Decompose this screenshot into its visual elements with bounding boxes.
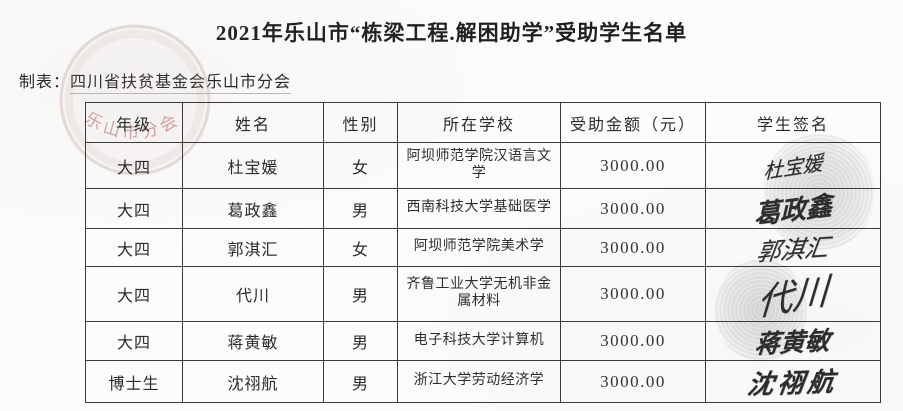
table-row: 大四 杜宝媛 女 阿坝师范学院汉语言文学 3000.00 杜宝媛 [85,142,881,189]
amount-cell: 3000.00 [560,321,706,361]
name-cell: 沈祤航 [182,360,324,403]
header-amount: 受助金额（元） [560,102,706,143]
handwritten-signature: 葛政鑫 [754,191,833,231]
grade-cell: 大四 [85,142,183,189]
handwritten-signature: 蒋黄敏 [754,325,832,360]
school-cell: 阿坝师范学院汉语言文学 [397,142,561,189]
school-cell: 阿坝师范学院美术学 [397,228,561,267]
gender-cell: 女 [323,228,398,267]
table-row: 大四 代川 男 齐鲁工业大学无机非金属材料 3000.00 代川 [85,266,881,325]
grade-cell: 大四 [85,321,183,361]
school-cell: 电子科技大学计算机 [397,321,561,361]
name-cell: 郭淇汇 [182,228,324,267]
signature-cell: 杜宝媛 [705,142,881,189]
signature-cell: 沈祤航 [705,360,881,403]
amount-cell: 3000.00 [560,228,706,267]
school-cell: 西南科技大学基础医学 [397,188,561,229]
amount-cell: 3000.00 [560,360,706,403]
gender-cell: 男 [323,188,398,229]
prepared-by-label: 制表： [19,74,71,91]
gender-cell: 男 [323,360,398,403]
amount-cell: 3000.00 [560,142,706,189]
handwritten-signature: 代川 [755,270,830,325]
signature-cell: 蒋黄敏 [705,321,881,361]
signature-cell: 代川 [705,266,881,325]
table-row: 大四 蒋黄敏 男 电子科技大学计算机 3000.00 蒋黄敏 [85,321,881,361]
name-cell: 杜宝媛 [182,142,324,189]
gender-cell: 男 [323,266,398,322]
amount-cell: 3000.00 [560,266,706,322]
header-gender: 性别 [323,102,398,143]
gender-cell: 男 [323,321,398,361]
grade-cell: 大四 [85,228,183,267]
name-cell: 蒋黄敏 [182,321,324,361]
table-row: 博士生 沈祤航 男 浙江大学劳动经济学 3000.00 沈祤航 [85,360,881,403]
prepared-by-line: 制表：四川省扶贫基金会乐山市分会 [19,68,292,94]
name-cell: 葛政鑫 [182,188,324,229]
header-grade: 年级 [85,102,183,143]
table-header-row: 年级 姓名 性别 所在学校 受助金额（元） 学生签名 [85,102,881,143]
header-signature: 学生签名 [705,102,881,143]
handwritten-signature: 郭淇汇 [754,233,831,267]
table-row: 大四 葛政鑫 男 西南科技大学基础医学 3000.00 葛政鑫 [85,188,881,231]
school-cell: 浙江大学劳动经济学 [397,360,561,403]
header-name: 姓名 [182,102,324,143]
prepared-by-value: 四川省扶贫基金会乐山市分会 [70,74,292,94]
grade-cell: 大四 [85,188,183,229]
signature-cell: 郭淇汇 [705,228,881,267]
handwritten-signature: 沈祤航 [745,367,840,401]
header-school: 所在学校 [397,102,561,143]
grade-cell: 大四 [85,266,183,322]
name-cell: 代川 [182,266,324,322]
amount-cell: 3000.00 [560,188,706,229]
page-title: 2021年乐山市“栋梁工程.解困助学”受助学生名单 [215,21,688,45]
signature-cell: 葛政鑫 [705,188,881,231]
table-row: 大四 郭淇汇 女 阿坝师范学院美术学 3000.00 郭淇汇 [85,228,881,267]
gender-cell: 女 [323,142,398,189]
handwritten-signature: 杜宝媛 [763,150,823,184]
school-cell: 齐鲁工业大学无机非金属材料 [397,266,561,322]
grade-cell: 博士生 [85,360,183,403]
recipient-table: 年级 姓名 性别 所在学校 受助金额（元） 学生签名 大四 杜宝媛 女 阿坝师范… [85,102,881,403]
